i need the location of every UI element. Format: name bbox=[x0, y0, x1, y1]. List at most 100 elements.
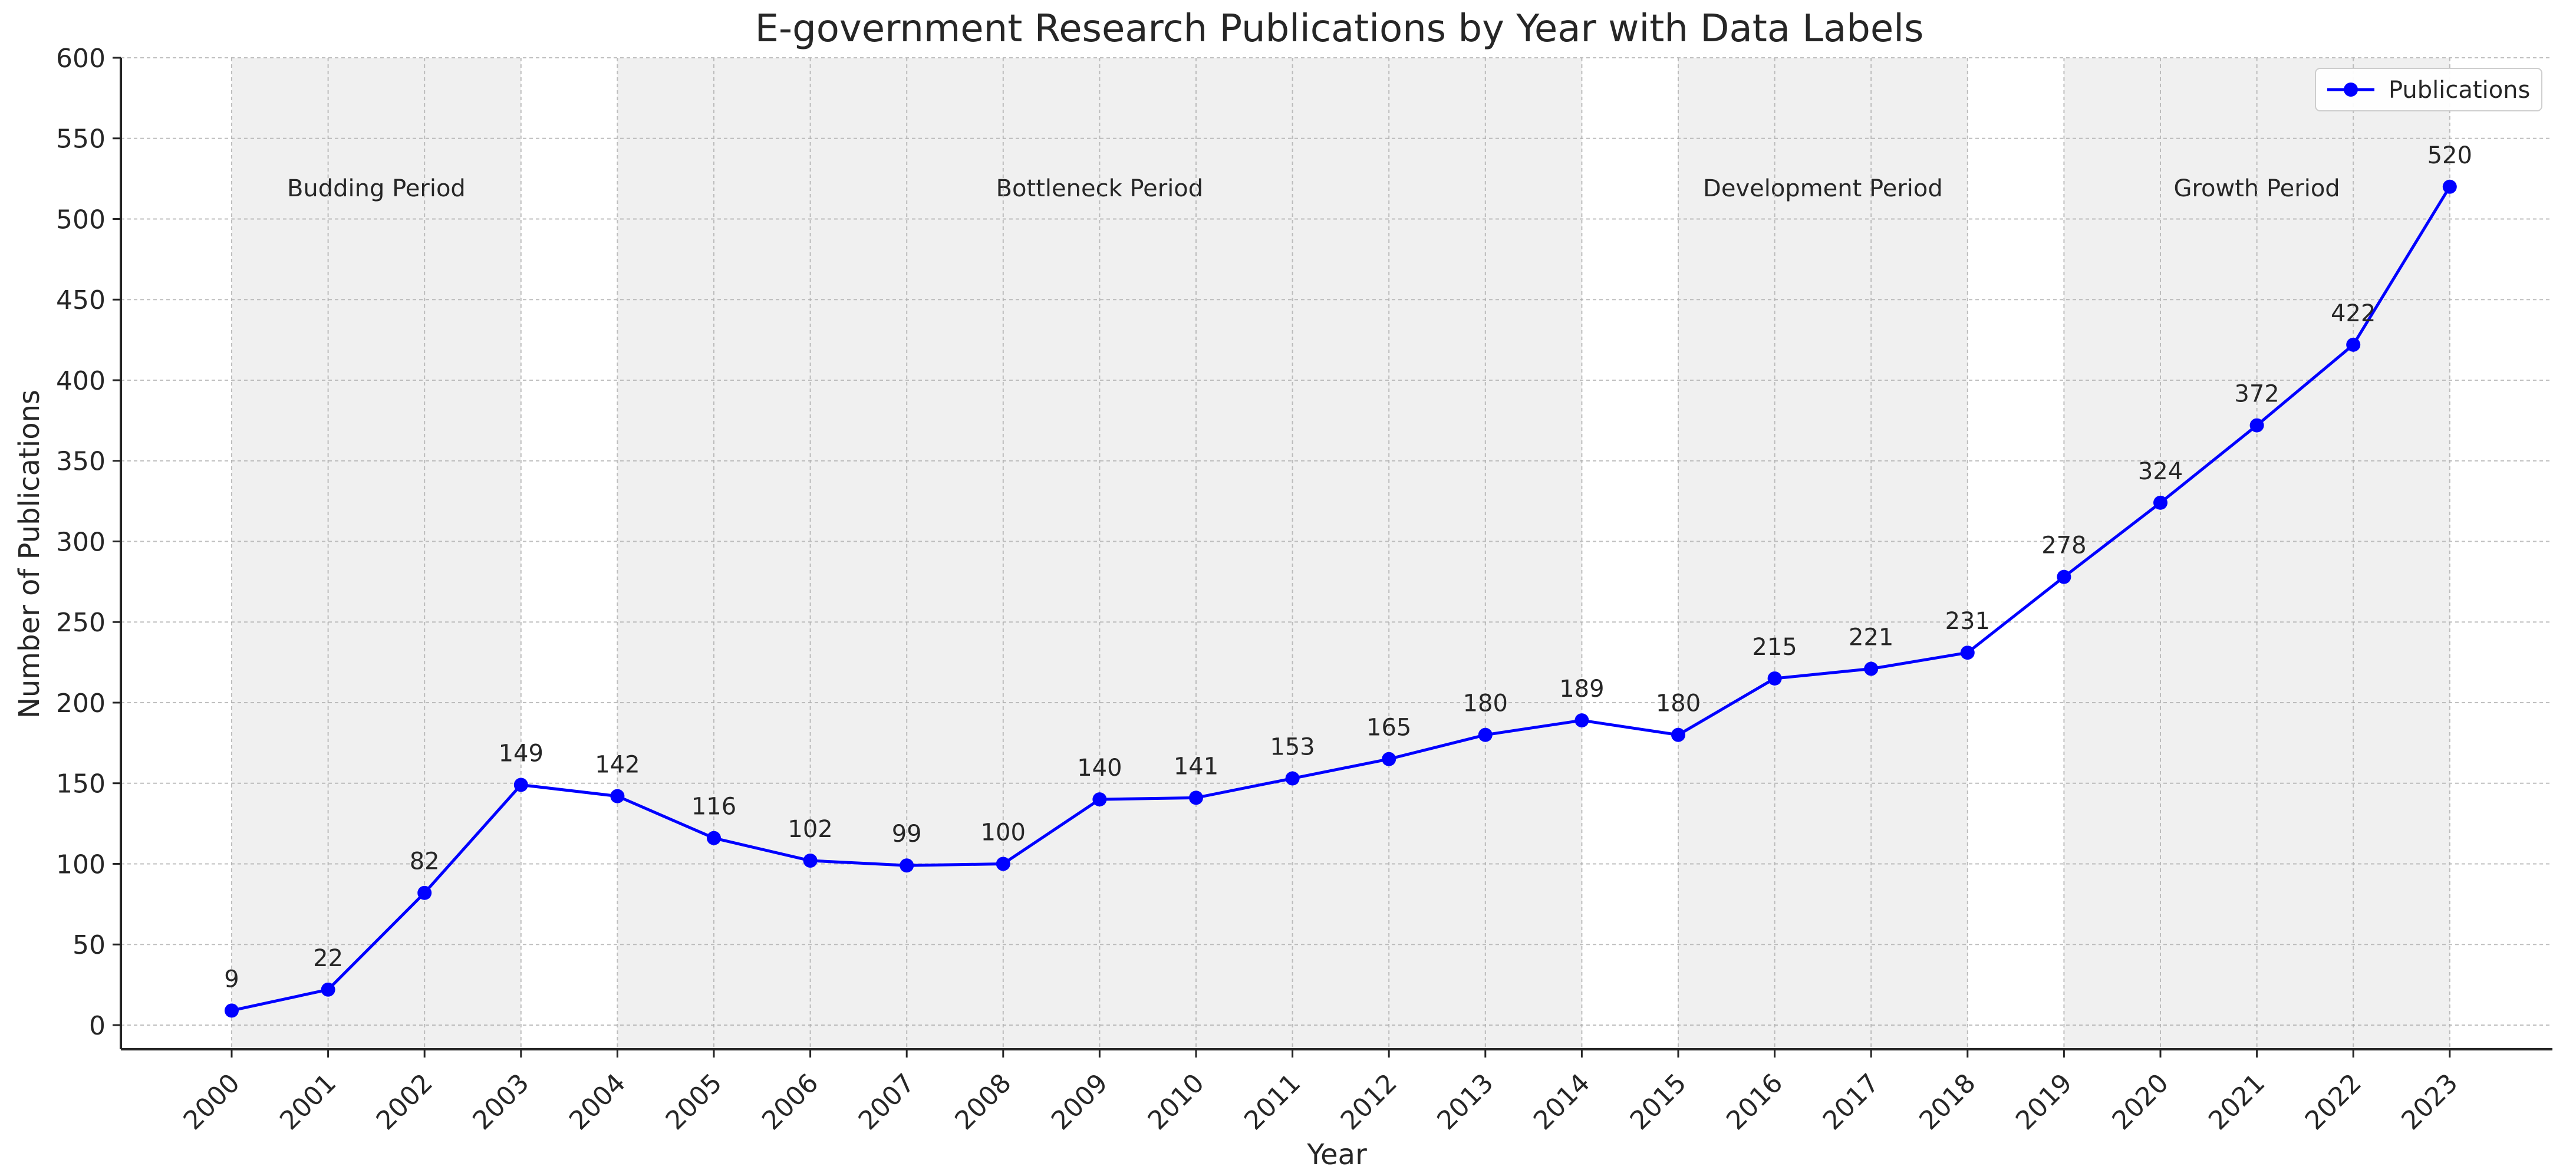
data-label: 99 bbox=[892, 821, 922, 848]
period-label: Budding Period bbox=[287, 175, 466, 202]
x-tick-label: 2023 bbox=[2396, 1068, 2463, 1136]
x-tick-label: 2009 bbox=[1046, 1068, 1114, 1136]
data-point bbox=[1092, 792, 1107, 807]
data-label: 116 bbox=[691, 793, 736, 821]
period-label: Development Period bbox=[1703, 175, 1943, 202]
x-tick-label: 2007 bbox=[853, 1068, 921, 1136]
legend: Publications bbox=[2315, 68, 2542, 111]
x-tick-label: 2010 bbox=[1142, 1068, 1210, 1136]
x-axis-title: Year bbox=[1306, 1138, 1367, 1171]
x-tick-label: 2020 bbox=[2107, 1068, 2175, 1136]
x-tick-label: 2017 bbox=[1817, 1068, 1885, 1136]
data-label: 278 bbox=[2041, 532, 2086, 559]
y-tick-label: 600 bbox=[56, 44, 106, 74]
data-label: 215 bbox=[1752, 634, 1797, 661]
data-point bbox=[1574, 713, 1589, 728]
x-tick-label: 2008 bbox=[949, 1068, 1017, 1136]
data-label: 189 bbox=[1559, 676, 1604, 703]
data-point bbox=[996, 857, 1010, 871]
x-tick-label: 2015 bbox=[1625, 1068, 1692, 1136]
x-tick-label: 2006 bbox=[756, 1068, 824, 1136]
y-tick-label: 450 bbox=[56, 285, 106, 315]
data-point bbox=[1382, 752, 1396, 766]
y-tick-label: 350 bbox=[56, 447, 106, 477]
data-point bbox=[1478, 727, 1493, 742]
x-tick-label: 2013 bbox=[1431, 1068, 1499, 1136]
data-label: 520 bbox=[2427, 142, 2472, 169]
data-label: 100 bbox=[981, 819, 1026, 846]
chart-title: E-government Research Publications by Ye… bbox=[755, 7, 1924, 51]
data-label: 180 bbox=[1656, 690, 1701, 717]
data-point bbox=[1285, 771, 1300, 786]
data-labels: 9 22 82 149 142 116 102 99 100 140 141 153 165 180 189… bbox=[224, 142, 2472, 993]
data-point bbox=[610, 789, 625, 803]
grid bbox=[121, 57, 2552, 1049]
x-tick-label: 2016 bbox=[1721, 1068, 1788, 1136]
data-label: 142 bbox=[595, 752, 640, 779]
data-label: 82 bbox=[410, 848, 440, 875]
y-tick-label: 0 bbox=[89, 1011, 106, 1041]
data-point bbox=[803, 854, 818, 868]
x-tick-label: 2019 bbox=[2010, 1068, 2078, 1136]
x-tick-label: 2014 bbox=[1528, 1068, 1596, 1136]
legend-box bbox=[2315, 68, 2542, 111]
data-label: 22 bbox=[313, 945, 343, 972]
y-tick-label: 200 bbox=[56, 689, 106, 719]
data-point bbox=[321, 982, 335, 997]
data-point bbox=[1864, 661, 1879, 676]
data-label: 9 bbox=[224, 966, 239, 993]
data-point bbox=[1960, 645, 1975, 660]
data-point bbox=[2442, 179, 2457, 194]
data-point bbox=[1671, 727, 1685, 742]
y-tick-label: 250 bbox=[56, 608, 106, 638]
x-tick-label: 2011 bbox=[1238, 1068, 1306, 1136]
y-tick-label: 500 bbox=[56, 205, 106, 235]
series bbox=[225, 179, 2457, 1018]
series-line bbox=[231, 186, 2451, 1012]
x-tick-label: 2005 bbox=[660, 1068, 728, 1136]
data-point bbox=[1189, 790, 1203, 805]
legend-label: Publications bbox=[2389, 77, 2530, 104]
y-tick-label: 300 bbox=[56, 527, 106, 557]
data-label: 180 bbox=[1463, 690, 1508, 717]
period-band bbox=[232, 58, 521, 1049]
data-label: 153 bbox=[1270, 734, 1315, 761]
y-tick-label: 550 bbox=[56, 124, 106, 154]
data-point bbox=[2346, 337, 2361, 352]
data-label: 324 bbox=[2138, 458, 2183, 485]
data-label: 149 bbox=[499, 740, 543, 767]
x-tick-label: 2018 bbox=[1913, 1068, 1981, 1136]
data-point bbox=[2153, 495, 2167, 510]
data-point bbox=[1767, 671, 1782, 686]
data-label: 372 bbox=[2234, 381, 2279, 408]
x-tick-label: 2022 bbox=[2300, 1068, 2367, 1136]
data-point bbox=[900, 858, 914, 873]
data-label: 231 bbox=[1945, 608, 1990, 635]
data-point bbox=[417, 885, 432, 900]
y-tick-label: 100 bbox=[56, 849, 106, 879]
data-point bbox=[2057, 569, 2071, 584]
y-tick-label: 50 bbox=[73, 930, 106, 960]
period-bands: Budding Period Bottleneck Period Developme… bbox=[232, 58, 2450, 1049]
data-label: 221 bbox=[1849, 624, 1893, 651]
x-tick-label: 2021 bbox=[2203, 1068, 2271, 1136]
x-tick-label: 2004 bbox=[564, 1068, 631, 1136]
x-tick-label: 2001 bbox=[274, 1068, 342, 1136]
x-tick-label: 2000 bbox=[178, 1068, 246, 1136]
data-point bbox=[225, 1003, 239, 1018]
x-tick-label: 2002 bbox=[371, 1068, 439, 1136]
y-axis-title: Number of Publications bbox=[13, 390, 46, 719]
legend-marker bbox=[2344, 83, 2358, 97]
data-label: 422 bbox=[2331, 300, 2376, 327]
data-point bbox=[707, 831, 721, 845]
data-label: 140 bbox=[1077, 755, 1122, 782]
data-label: 102 bbox=[788, 816, 832, 843]
data-point bbox=[2249, 418, 2264, 433]
y-tick-label: 150 bbox=[56, 769, 106, 799]
x-tick-label: 2003 bbox=[467, 1068, 535, 1136]
period-band bbox=[1678, 58, 1968, 1049]
y-tick-label: 400 bbox=[56, 366, 106, 396]
data-label: 165 bbox=[1366, 714, 1411, 742]
